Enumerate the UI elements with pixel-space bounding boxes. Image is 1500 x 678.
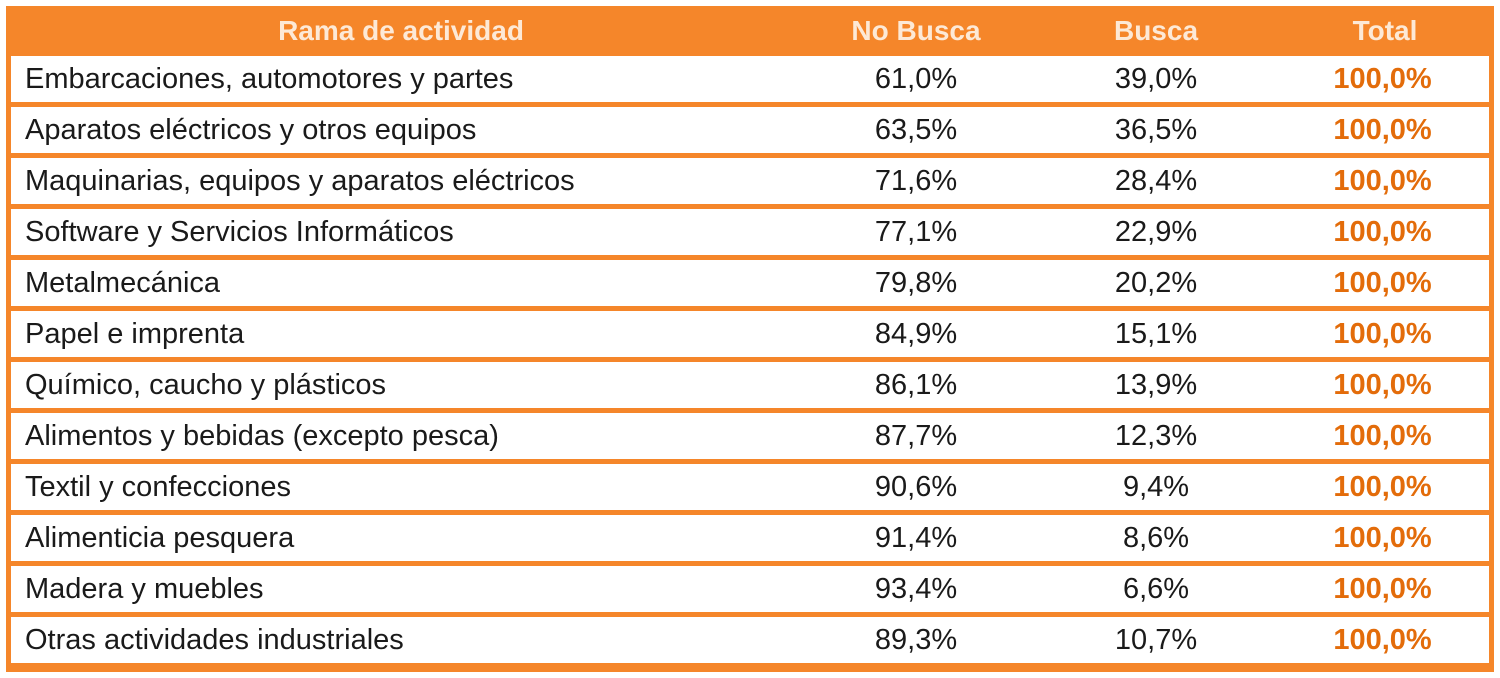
rama-cell: Químico, caucho y plásticos (6, 362, 796, 413)
table-row: Aparatos eléctricos y otros equipos 63,5%… (6, 107, 1494, 158)
total-cell: 100,0% (1276, 464, 1494, 515)
data-table-container: Rama de actividad No Busca Busca Total E… (6, 6, 1494, 672)
table-row: Embarcaciones, automotores y partes 61,0%… (6, 56, 1494, 107)
no-busca-cell: 79,8% (796, 260, 1036, 311)
no-busca-cell: 93,4% (796, 566, 1036, 617)
busca-cell: 15,1% (1036, 311, 1276, 362)
no-busca-cell: 61,0% (796, 56, 1036, 107)
total-cell: 100,0% (1276, 260, 1494, 311)
table-row: Madera y muebles 93,4% 6,6% 100,0% (6, 566, 1494, 617)
table-row: Papel e imprenta 84,9% 15,1% 100,0% (6, 311, 1494, 362)
total-cell: 100,0% (1276, 311, 1494, 362)
table-row: Maquinarias, equipos y aparatos eléctric… (6, 158, 1494, 209)
busca-cell: 12,3% (1036, 413, 1276, 464)
busca-cell: 8,6% (1036, 515, 1276, 566)
table-row: Software y Servicios Informáticos 77,1% 22… (6, 209, 1494, 260)
header-total: Total (1276, 6, 1494, 56)
busca-cell: 20,2% (1036, 260, 1276, 311)
busca-cell: 9,4% (1036, 464, 1276, 515)
rama-cell: Software y Servicios Informáticos (6, 209, 796, 260)
rama-cell: Textil y confecciones (6, 464, 796, 515)
rama-cell: Papel e imprenta (6, 311, 796, 362)
no-busca-cell: 90,6% (796, 464, 1036, 515)
rama-cell: Otras actividades industriales (6, 617, 796, 668)
header-rama: Rama de actividad (6, 6, 796, 56)
busca-cell: 6,6% (1036, 566, 1276, 617)
no-busca-cell: 63,5% (796, 107, 1036, 158)
header-row: Rama de actividad No Busca Busca Total (6, 6, 1494, 56)
table-body: Embarcaciones, automotores y partes 61,0%… (6, 56, 1494, 668)
busca-cell: 13,9% (1036, 362, 1276, 413)
rama-cell: Alimentos y bebidas (excepto pesca) (6, 413, 796, 464)
rama-cell: Embarcaciones, automotores y partes (6, 56, 796, 107)
total-cell: 100,0% (1276, 566, 1494, 617)
table-row: Químico, caucho y plásticos 86,1% 13,9% 100… (6, 362, 1494, 413)
activity-table: Rama de actividad No Busca Busca Total E… (6, 6, 1494, 668)
table-row: Otras actividades industriales 89,3% 10,7%… (6, 617, 1494, 668)
total-cell: 100,0% (1276, 413, 1494, 464)
no-busca-cell: 86,1% (796, 362, 1036, 413)
total-cell: 100,0% (1276, 515, 1494, 566)
rama-cell: Madera y muebles (6, 566, 796, 617)
total-cell: 100,0% (1276, 107, 1494, 158)
table-row: Alimentos y bebidas (excepto pesca) 87,7%… (6, 413, 1494, 464)
header-busca: Busca (1036, 6, 1276, 56)
total-cell: 100,0% (1276, 362, 1494, 413)
total-cell: 100,0% (1276, 158, 1494, 209)
busca-cell: 22,9% (1036, 209, 1276, 260)
busca-cell: 39,0% (1036, 56, 1276, 107)
total-cell: 100,0% (1276, 617, 1494, 668)
table-row: Metalmecánica 79,8% 20,2% 100,0% (6, 260, 1494, 311)
busca-cell: 10,7% (1036, 617, 1276, 668)
no-busca-cell: 87,7% (796, 413, 1036, 464)
no-busca-cell: 77,1% (796, 209, 1036, 260)
total-cell: 100,0% (1276, 209, 1494, 260)
rama-cell: Maquinarias, equipos y aparatos eléctric… (6, 158, 796, 209)
no-busca-cell: 89,3% (796, 617, 1036, 668)
table-row: Textil y confecciones 90,6% 9,4% 100,0% (6, 464, 1494, 515)
no-busca-cell: 84,9% (796, 311, 1036, 362)
total-cell: 100,0% (1276, 56, 1494, 107)
busca-cell: 28,4% (1036, 158, 1276, 209)
header-no-busca: No Busca (796, 6, 1036, 56)
no-busca-cell: 71,6% (796, 158, 1036, 209)
no-busca-cell: 91,4% (796, 515, 1036, 566)
busca-cell: 36,5% (1036, 107, 1276, 158)
rama-cell: Alimenticia pesquera (6, 515, 796, 566)
table-row: Alimenticia pesquera 91,4% 8,6% 100,0% (6, 515, 1494, 566)
rama-cell: Metalmecánica (6, 260, 796, 311)
rama-cell: Aparatos eléctricos y otros equipos (6, 107, 796, 158)
